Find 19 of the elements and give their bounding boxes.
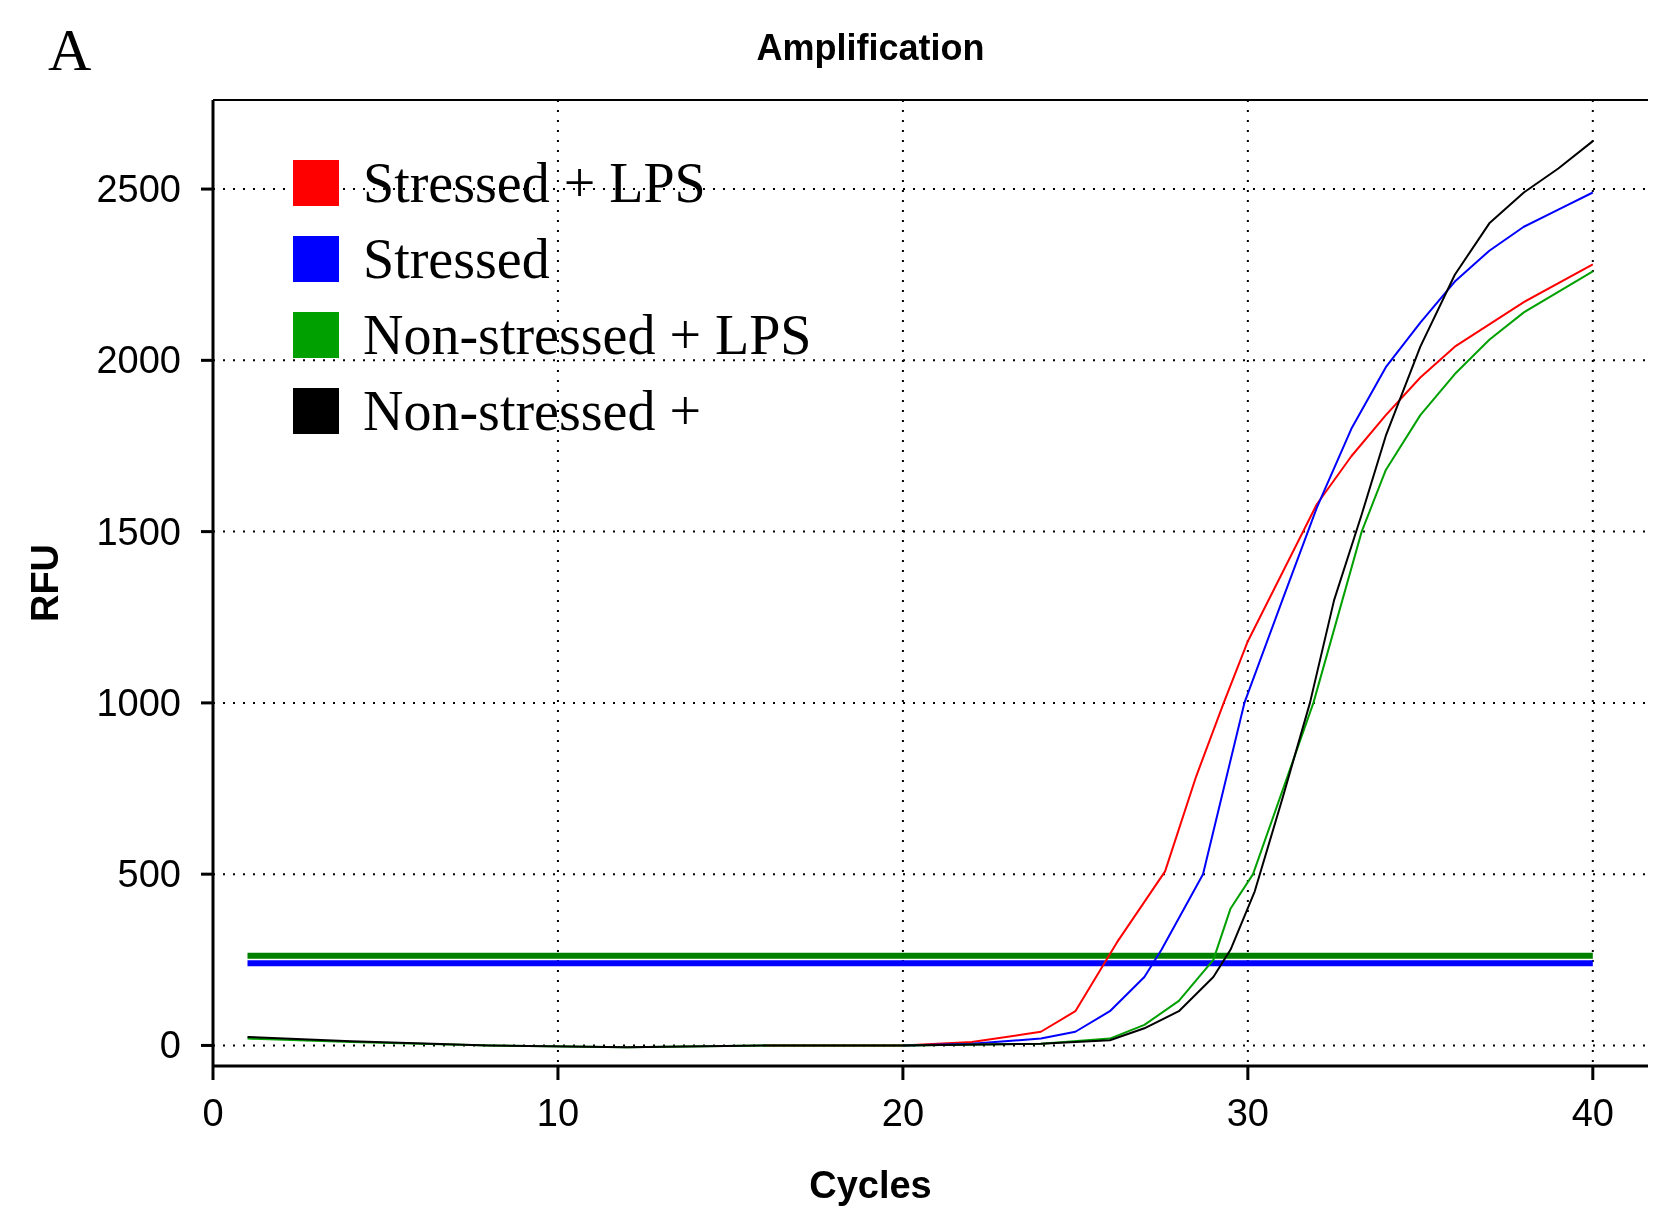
y-axis-title: RFU [24,543,66,623]
x-tick-label: 30 [1226,1092,1269,1134]
x-tick-label: 40 [1571,1092,1614,1134]
legend-label: Non-stressed + LPS [363,304,812,366]
legend-label: Stressed + LPS [363,152,706,214]
y-tick-label: 1500 [96,510,181,553]
y-tick-label: 2500 [96,168,181,211]
text: A [48,17,92,83]
x-tick-label: 0 [202,1092,224,1134]
y-tick-label: 0 [159,1024,181,1067]
chart-title: Amplification [756,27,985,68]
y-tick-label: 2000 [96,339,181,382]
y-tick-label: 1000 [96,681,181,724]
legend-label: Non-stressed + [363,380,701,442]
y-tick-label: 500 [117,853,181,896]
x-tick-label: 20 [881,1092,925,1134]
x-axis-title: Cycles [809,1164,932,1206]
legend-label: Stressed [363,228,550,290]
x-tick-label: 10 [536,1092,580,1134]
